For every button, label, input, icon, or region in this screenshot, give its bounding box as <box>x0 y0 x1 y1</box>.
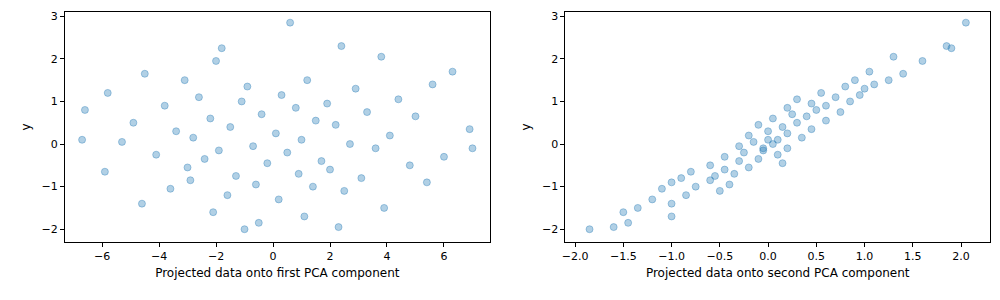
svg-text:1: 1 <box>551 95 558 108</box>
svg-text:y: y <box>519 123 533 130</box>
svg-text:−1: −1 <box>542 180 558 193</box>
svg-text:−2: −2 <box>208 250 224 263</box>
svg-text:−6: −6 <box>94 250 110 263</box>
svg-text:2: 2 <box>551 53 558 66</box>
svg-text:Projected data onto second PCA: Projected data onto second PCA component <box>646 266 910 280</box>
svg-text:0.5: 0.5 <box>808 250 826 263</box>
svg-text:2.0: 2.0 <box>952 250 970 263</box>
svg-text:−0.5: −0.5 <box>706 250 733 263</box>
svg-text:2: 2 <box>327 250 334 263</box>
svg-text:3: 3 <box>51 10 58 23</box>
svg-text:−1.0: −1.0 <box>658 250 685 263</box>
svg-text:−4: −4 <box>151 250 167 263</box>
svg-text:−1: −1 <box>42 180 58 193</box>
svg-text:Projected data onto first PCA: Projected data onto first PCA component <box>155 266 400 280</box>
svg-text:−1.5: −1.5 <box>610 250 637 263</box>
svg-text:2: 2 <box>51 53 58 66</box>
svg-text:−2: −2 <box>542 223 558 236</box>
svg-text:1.0: 1.0 <box>856 250 874 263</box>
svg-text:6: 6 <box>440 250 447 263</box>
svg-text:−2: −2 <box>42 223 58 236</box>
svg-text:4: 4 <box>383 250 390 263</box>
svg-text:−2.0: −2.0 <box>562 250 589 263</box>
svg-text:3: 3 <box>551 10 558 23</box>
svg-text:0: 0 <box>51 138 58 151</box>
svg-text:1.5: 1.5 <box>904 250 922 263</box>
svg-text:1: 1 <box>51 95 58 108</box>
svg-text:0.0: 0.0 <box>759 250 777 263</box>
svg-text:0: 0 <box>270 250 277 263</box>
svg-text:y: y <box>19 123 33 130</box>
svg-text:0: 0 <box>551 138 558 151</box>
